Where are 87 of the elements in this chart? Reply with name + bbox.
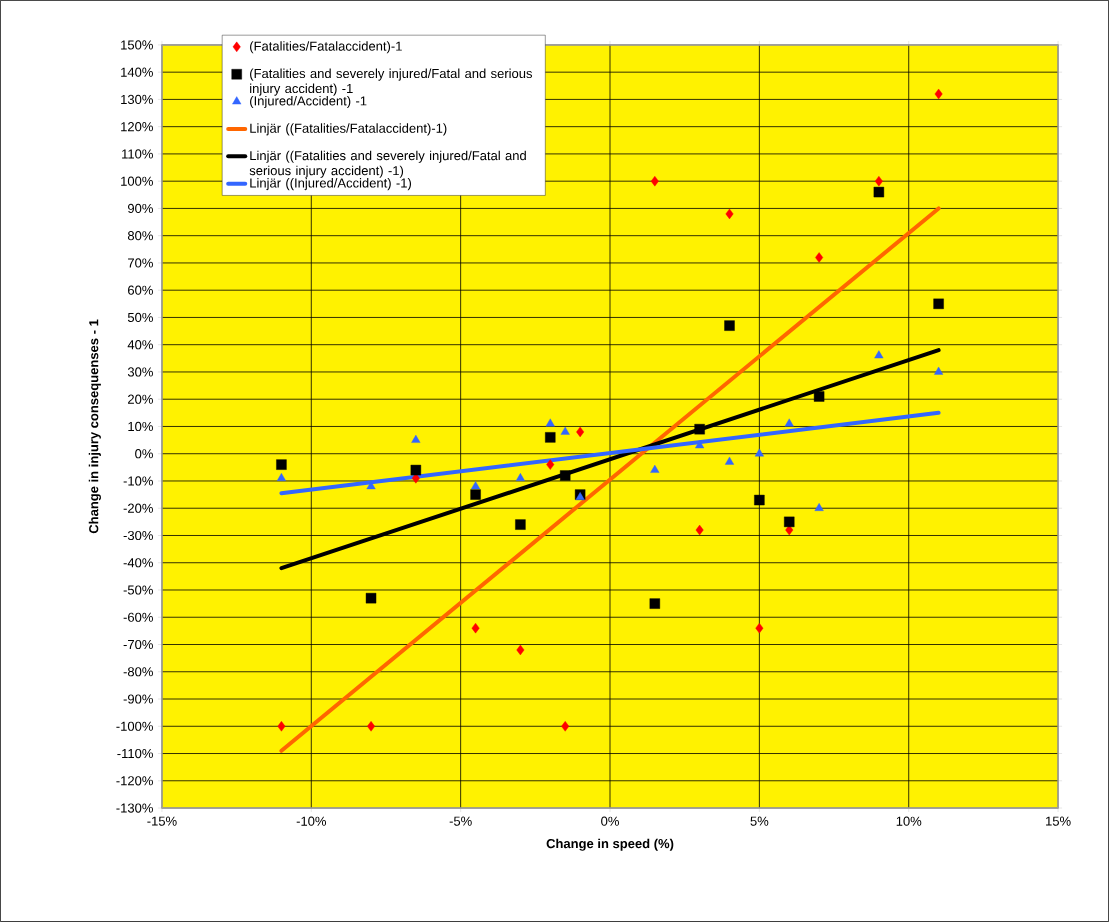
legend-label: (Fatalities and severely injured/Fatal and serious injury accident) -1 <box>250 68 533 96</box>
point <box>470 489 481 500</box>
y-tick-label: -60% <box>123 612 153 622</box>
point <box>545 432 556 443</box>
y-tick-label: -120% <box>116 776 153 786</box>
point <box>276 473 286 481</box>
point <box>724 320 735 331</box>
point <box>755 622 764 634</box>
y-tick-label: 0% <box>135 449 153 459</box>
point <box>814 503 824 511</box>
point <box>933 298 944 310</box>
point <box>545 418 555 427</box>
y-tick-label: -100% <box>116 721 153 731</box>
y-tick-label: 70% <box>128 258 153 268</box>
legend-label: Linjär ((Fatalities and severely injured/Fatal and serious injury accident) -1) <box>249 150 526 178</box>
point <box>784 516 795 528</box>
x-tick-label: -15% <box>147 816 177 826</box>
y-tick-label: 60% <box>128 285 153 295</box>
point <box>560 470 571 481</box>
x-tick-label: 0% <box>601 816 619 826</box>
y-tick-label: -20% <box>123 503 153 513</box>
y-tick-label: 40% <box>127 340 153 350</box>
x-tick-label: 5% <box>750 816 769 826</box>
y-tick-label: 130% <box>121 94 153 105</box>
y-tick-label: -80% <box>123 667 153 677</box>
point <box>367 721 375 732</box>
point <box>515 473 525 481</box>
y-tick-label: -110% <box>117 748 153 759</box>
y-tick-label: 10% <box>128 421 153 432</box>
y-tick-label: -70% <box>123 639 153 650</box>
point <box>874 175 883 187</box>
legend-label: (Fatalities/Fatalaccident)-1 <box>250 41 402 54</box>
point <box>724 456 735 465</box>
point <box>873 186 885 198</box>
legend-label: (Injured/Accident) -1 <box>250 95 367 109</box>
point <box>784 418 794 427</box>
legend-label: Linjär ((Injured/Accident) -1) <box>250 178 412 191</box>
point <box>650 464 660 473</box>
x-tick-label: 10% <box>896 816 922 826</box>
point <box>365 592 377 604</box>
point <box>695 524 704 536</box>
point <box>695 440 705 449</box>
legend-label: Linjär ((Fatalities/Fatalaccident)-1) <box>250 123 447 136</box>
y-tick-label: 30% <box>127 367 153 377</box>
point <box>546 459 555 470</box>
y-tick-label: 50% <box>127 312 153 323</box>
y-tick-label: 20% <box>128 394 153 404</box>
y-tick-label: 110% <box>122 149 153 159</box>
y-axis-title: Change in injury consequenses - 1 <box>88 319 101 534</box>
point <box>277 721 286 732</box>
point <box>650 175 659 187</box>
point <box>561 721 570 732</box>
y-tick-label: -30% <box>123 530 153 541</box>
y-tick-label: -130% <box>116 803 153 813</box>
point <box>754 494 765 506</box>
y-tick-label: -10% <box>123 476 153 486</box>
point <box>276 459 287 470</box>
y-tick-label: -90% <box>123 694 153 704</box>
point <box>515 519 526 530</box>
point <box>694 424 705 435</box>
point <box>754 448 764 457</box>
point <box>576 426 585 438</box>
point <box>725 208 734 220</box>
point <box>934 88 943 100</box>
x-tick-label: -5% <box>449 816 472 826</box>
point <box>649 598 661 609</box>
y-tick-label: 120% <box>121 122 153 132</box>
y-tick-label: 80% <box>127 231 153 241</box>
point <box>471 481 481 490</box>
point <box>815 252 824 263</box>
x-axis-title: Change in speed (%) <box>546 838 674 851</box>
point <box>874 350 884 359</box>
point <box>411 434 421 443</box>
y-tick-label: -40% <box>123 558 153 568</box>
y-tick-label: 100% <box>121 176 153 186</box>
y-tick-label: 150% <box>121 40 153 50</box>
x-tick-label: 15% <box>1046 816 1071 826</box>
point <box>934 366 944 375</box>
y-tick-label: -50% <box>123 585 153 595</box>
point <box>516 644 525 656</box>
point <box>813 391 825 402</box>
y-tick-label: 140% <box>121 67 153 77</box>
y-tick-label: 90% <box>127 203 153 214</box>
point <box>471 622 480 634</box>
x-tick-label: -10% <box>296 816 327 826</box>
point <box>560 426 570 435</box>
point <box>410 464 422 476</box>
